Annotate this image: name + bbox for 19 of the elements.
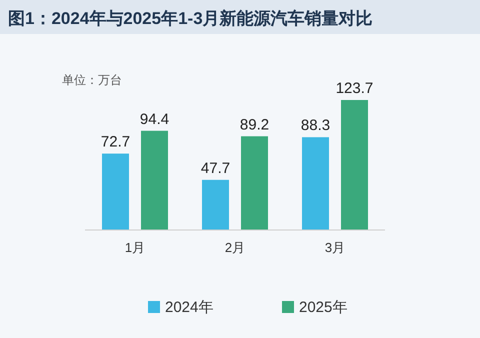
data-label: 89.2 bbox=[240, 116, 270, 134]
data-label: 47.7 bbox=[200, 160, 230, 177]
data-label: 94.4 bbox=[140, 110, 170, 128]
bar bbox=[202, 180, 229, 230]
bar bbox=[141, 130, 168, 230]
chart-title: 图1：2024年与2025年1-3月新能源汽车销量对比 bbox=[8, 9, 373, 28]
legend-label: 2025年 bbox=[299, 299, 348, 316]
text: 单位：万台 bbox=[62, 73, 122, 87]
legend-label: 2024年 bbox=[165, 299, 214, 316]
data-label: 88.3 bbox=[300, 117, 330, 134]
bar bbox=[341, 100, 368, 230]
data-label: 123.7 bbox=[336, 80, 374, 97]
bar bbox=[302, 137, 329, 230]
x-tick-label: 3月 bbox=[324, 240, 346, 255]
data-label: 72.7 bbox=[100, 134, 130, 151]
x-tick-label: 2月 bbox=[224, 240, 246, 255]
bar bbox=[102, 154, 129, 230]
bar bbox=[241, 136, 268, 230]
x-tick-label: 1月 bbox=[124, 240, 146, 255]
